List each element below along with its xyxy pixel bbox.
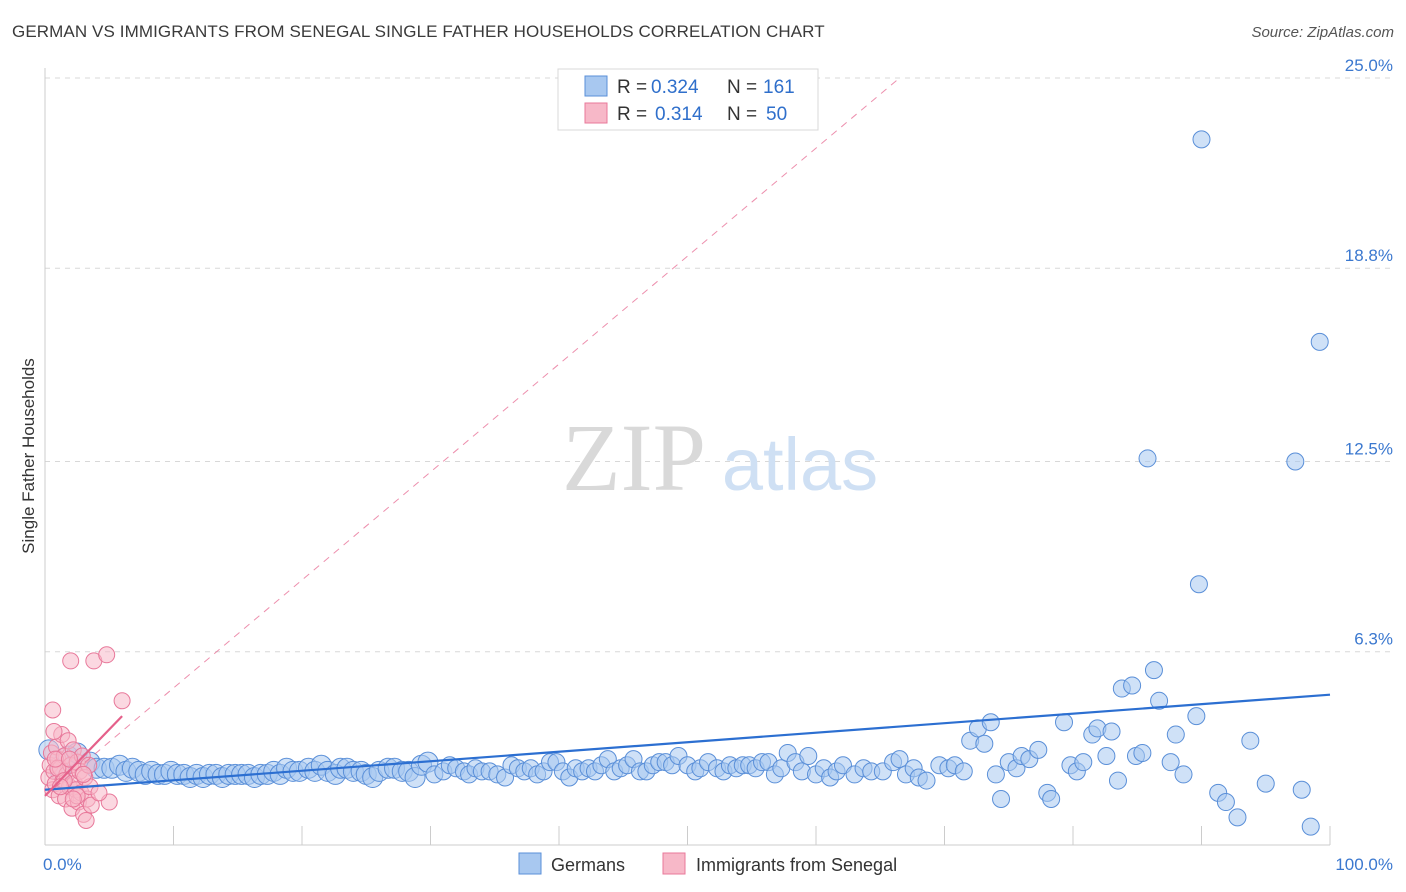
german-point-136 bbox=[986, 765, 1005, 784]
german-point-112 bbox=[799, 747, 818, 766]
german-point-144 bbox=[1042, 789, 1061, 808]
german-point-169 bbox=[1228, 808, 1247, 827]
x-axis bbox=[44, 68, 1331, 846]
german-point-164 bbox=[1187, 707, 1206, 726]
legend-germans-label: Germans bbox=[551, 855, 625, 875]
senegal-point-38 bbox=[98, 646, 116, 664]
chart-title: GERMAN VS IMMIGRANTS FROM SENEGAL SINGLE… bbox=[12, 22, 825, 41]
watermark-zip: ZIP bbox=[562, 404, 706, 511]
german-point-155 bbox=[1123, 676, 1142, 695]
german-point-174 bbox=[1301, 817, 1320, 836]
german-point-168 bbox=[1216, 793, 1235, 812]
x-tick-label-max: 100.0% bbox=[1335, 855, 1393, 874]
senegal-point-36 bbox=[62, 652, 80, 670]
senegal-point-29 bbox=[77, 811, 95, 829]
series-germans bbox=[38, 130, 1329, 836]
german-point-137 bbox=[992, 789, 1011, 808]
senegal-point-35 bbox=[45, 722, 63, 740]
german-point-151 bbox=[1097, 747, 1116, 766]
german-point-131 bbox=[954, 762, 973, 781]
senegal-r-label: R = bbox=[617, 104, 647, 125]
x-tick-labels: 0.0% 100.0% bbox=[43, 855, 1393, 874]
german-point-142 bbox=[1029, 740, 1048, 759]
senegal-regression-extension bbox=[44, 77, 900, 797]
german-point-160 bbox=[1150, 691, 1169, 710]
german-n-value: 161 bbox=[763, 77, 795, 98]
senegal-point-33 bbox=[82, 796, 100, 814]
senegal-point-34 bbox=[44, 701, 62, 719]
y-tick-label-2: 18.8% bbox=[1345, 246, 1393, 265]
x-tick-label-min: 0.0% bbox=[43, 855, 82, 874]
german-swatch bbox=[584, 75, 608, 97]
german-point-162 bbox=[1166, 725, 1185, 744]
y-tick-label-3: 25.0% bbox=[1345, 56, 1393, 75]
watermark-atlas: atlas bbox=[722, 423, 878, 506]
german-point-159 bbox=[1144, 661, 1163, 680]
y-tick-label-0: 6.3% bbox=[1354, 630, 1393, 649]
german-point-170 bbox=[1241, 731, 1260, 750]
legend-germans-swatch bbox=[518, 852, 542, 875]
german-point-166 bbox=[1192, 130, 1211, 149]
senegal-point-39 bbox=[113, 692, 131, 710]
gridlines bbox=[45, 77, 1392, 653]
bottom-legend: Germans Immigrants from Senegal bbox=[518, 852, 897, 875]
senegal-point-45 bbox=[64, 790, 82, 808]
german-point-173 bbox=[1292, 780, 1311, 799]
german-r-label: R = bbox=[617, 77, 647, 98]
source-label: Source: ZipAtlas.com bbox=[1251, 24, 1394, 41]
german-point-157 bbox=[1133, 743, 1152, 762]
german-n-label: N = bbox=[727, 77, 757, 98]
y-tick-labels: 6.3% 12.5% 18.8% 25.0% bbox=[1345, 56, 1393, 649]
german-point-148 bbox=[1074, 753, 1093, 772]
legend-senegal-swatch bbox=[662, 852, 686, 875]
german-point-163 bbox=[1174, 765, 1193, 784]
senegal-point-47 bbox=[60, 750, 78, 768]
german-point-135 bbox=[981, 713, 1000, 732]
german-point-123 bbox=[890, 750, 909, 769]
german-point-152 bbox=[1102, 722, 1121, 741]
german-point-172 bbox=[1286, 452, 1305, 471]
senegal-point-46 bbox=[75, 765, 93, 783]
senegal-n-value: 50 bbox=[766, 104, 787, 125]
german-point-161 bbox=[1161, 753, 1180, 772]
german-point-145 bbox=[1055, 713, 1074, 732]
senegal-regression-line bbox=[44, 715, 123, 797]
stats-legend-box: R = 0.324 N = 161 R = 0.314 N = 50 bbox=[557, 68, 819, 131]
senegal-n-label: N = bbox=[727, 104, 757, 125]
german-r-value: 0.324 bbox=[651, 77, 699, 98]
german-point-158 bbox=[1138, 449, 1157, 468]
german-point-134 bbox=[975, 734, 994, 753]
y-tick-label-1: 12.5% bbox=[1345, 440, 1393, 459]
legend-senegal-label: Immigrants from Senegal bbox=[696, 855, 897, 875]
german-point-175 bbox=[1310, 332, 1329, 351]
german-point-171 bbox=[1256, 774, 1275, 793]
german-point-165 bbox=[1189, 575, 1208, 594]
senegal-point-44 bbox=[46, 750, 64, 768]
senegal-r-value: 0.314 bbox=[655, 104, 703, 125]
german-point-127 bbox=[917, 771, 936, 790]
zipatlas-watermark: ZIP atlas bbox=[562, 404, 878, 511]
german-point-153 bbox=[1108, 771, 1127, 790]
series-senegal bbox=[40, 646, 131, 829]
senegal-swatch bbox=[584, 102, 608, 124]
regression-lines bbox=[44, 77, 1331, 797]
german-regression-line bbox=[44, 693, 1331, 791]
